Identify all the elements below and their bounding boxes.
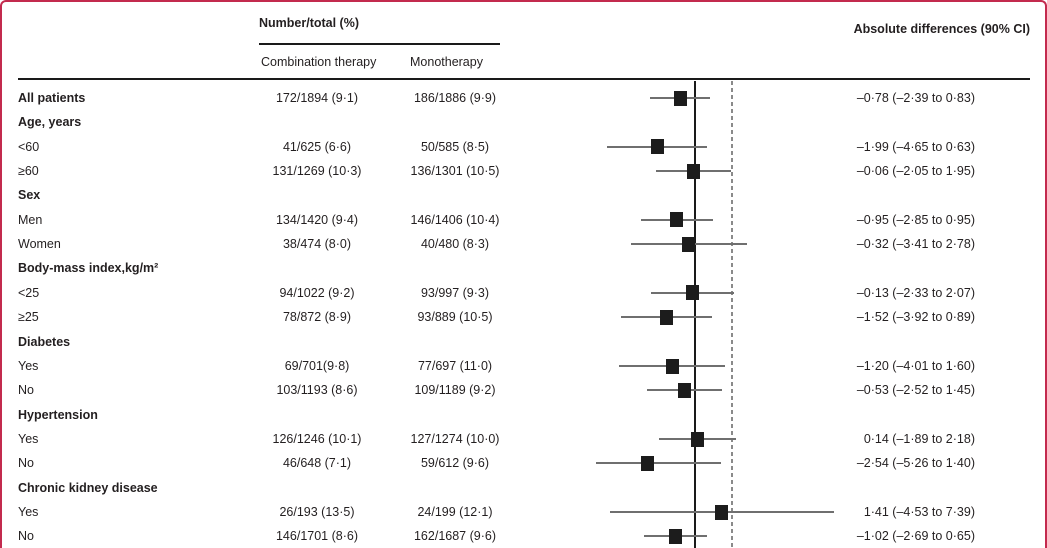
row-label: No	[18, 529, 34, 544]
monotherapy-cell: 162/1687 (9·6)	[413, 529, 496, 544]
difference-cell: –0·13 (–2·33 to 2·07)	[856, 285, 975, 300]
combination-cell: 134/1420 (9·4)	[275, 212, 358, 227]
difference-cell: –0·53 (–2·52 to 1·45)	[856, 383, 975, 398]
row-label: No	[18, 456, 34, 471]
combination-cell: 126/1246 (10·1)	[272, 431, 362, 446]
difference-cell: –1·52 (–3·92 to 0·89)	[856, 310, 975, 325]
row-label: Men	[18, 212, 43, 227]
group-label: Hypertension	[18, 407, 98, 422]
row-label: <25	[18, 285, 40, 300]
group-label: Chronic kidney disease	[18, 480, 158, 495]
row-label: Women	[18, 237, 61, 252]
group-label: Diabetes	[18, 334, 71, 349]
difference-cell: –0·78 (–2·39 to 0·83)	[856, 91, 975, 105]
combination-cell: 38/474 (8·0)	[282, 237, 352, 252]
difference-cell: –1·99 (–4·65 to 0·63)	[856, 139, 975, 154]
estimate-marker	[685, 285, 699, 301]
combination-cell: 172/1894 (9·1)	[275, 91, 358, 105]
estimate-marker	[670, 212, 684, 228]
zero-reference-line	[694, 81, 696, 548]
combination-cell: 69/701(9·8)	[284, 358, 350, 373]
ci-line	[595, 462, 722, 465]
row-label: <60	[18, 139, 40, 154]
monotherapy-header: Monotherapy	[410, 55, 483, 69]
monotherapy-cell: 186/1886 (9·9)	[413, 91, 496, 105]
monotherapy-cell: 136/1301 (10·5)	[410, 164, 500, 179]
row-label: Yes	[18, 358, 39, 373]
header-rule	[18, 78, 1030, 80]
number-total-header: Number/total (%)	[259, 16, 359, 30]
number-total-underline	[259, 43, 500, 45]
group-label: Body-mass index,kg/m²	[18, 261, 159, 276]
estimate-marker	[669, 528, 683, 544]
combination-cell: 46/648 (7·1)	[282, 456, 352, 471]
estimate-marker	[690, 431, 704, 447]
group-label: Sex	[18, 188, 41, 203]
margin-dashed-reference-line	[731, 81, 733, 548]
estimate-marker	[682, 236, 696, 252]
difference-cell: –0·95 (–2·85 to 0·95)	[856, 212, 975, 227]
row-label: All patients	[18, 91, 86, 105]
estimate-marker	[665, 358, 679, 374]
estimate-marker	[687, 163, 701, 179]
combination-therapy-header: Combination therapy	[261, 55, 377, 69]
estimate-marker	[714, 504, 728, 520]
group-label: Age, years	[18, 115, 82, 130]
combination-cell: 26/193 (13·5)	[279, 504, 355, 519]
combination-cell: 146/1701 (8·6)	[275, 529, 358, 544]
monotherapy-cell: 93/889 (10·5)	[417, 310, 493, 325]
difference-cell: –0·06 (–2·05 to 1·95)	[856, 164, 975, 179]
row-label: Yes	[18, 431, 39, 446]
monotherapy-cell: 109/1189 (9·2)	[414, 383, 496, 398]
difference-cell: –1·20 (–4·01 to 1·60)	[856, 358, 975, 373]
monotherapy-cell: 59/612 (9·6)	[420, 456, 490, 471]
row-label: Yes	[18, 504, 39, 519]
difference-cell: 1·41 (–4·53 to 7·39)	[863, 504, 975, 519]
monotherapy-cell: 40/480 (8·3)	[420, 237, 490, 252]
monotherapy-cell: 77/697 (11·0)	[417, 358, 493, 373]
difference-cell: –0·32 (–3·41 to 2·78)	[856, 237, 975, 252]
combination-cell: 131/1269 (10·3)	[272, 164, 362, 179]
absolute-differences-header: Absolute differences (90% CI)	[853, 22, 1030, 36]
difference-cell: –2·54 (–5·26 to 1·40)	[856, 456, 975, 471]
combination-cell: 78/872 (8·9)	[282, 310, 352, 325]
estimate-marker	[659, 309, 673, 325]
estimate-marker	[678, 382, 692, 398]
row-label: No	[18, 383, 34, 398]
combination-cell: 103/1193 (8·6)	[276, 383, 358, 398]
difference-cell: 0·14 (–1·89 to 2·18)	[863, 431, 975, 446]
combination-cell: 94/1022 (9·2)	[279, 285, 355, 300]
monotherapy-cell: 24/199 (12·1)	[417, 504, 493, 519]
row-label: ≥60	[18, 164, 39, 179]
estimate-marker	[640, 455, 654, 471]
monotherapy-cell: 50/585 (8·5)	[420, 139, 490, 154]
estimate-marker	[673, 90, 687, 106]
monotherapy-cell: 93/997 (9·3)	[420, 285, 490, 300]
difference-cell: –1·02 (–2·69 to 0·65)	[856, 529, 975, 544]
combination-cell: 41/625 (6·6)	[282, 139, 352, 154]
monotherapy-cell: 127/1274 (10·0)	[410, 431, 500, 446]
monotherapy-cell: 146/1406 (10·4)	[410, 212, 500, 227]
row-label: ≥25	[18, 310, 39, 325]
estimate-marker	[650, 139, 664, 155]
